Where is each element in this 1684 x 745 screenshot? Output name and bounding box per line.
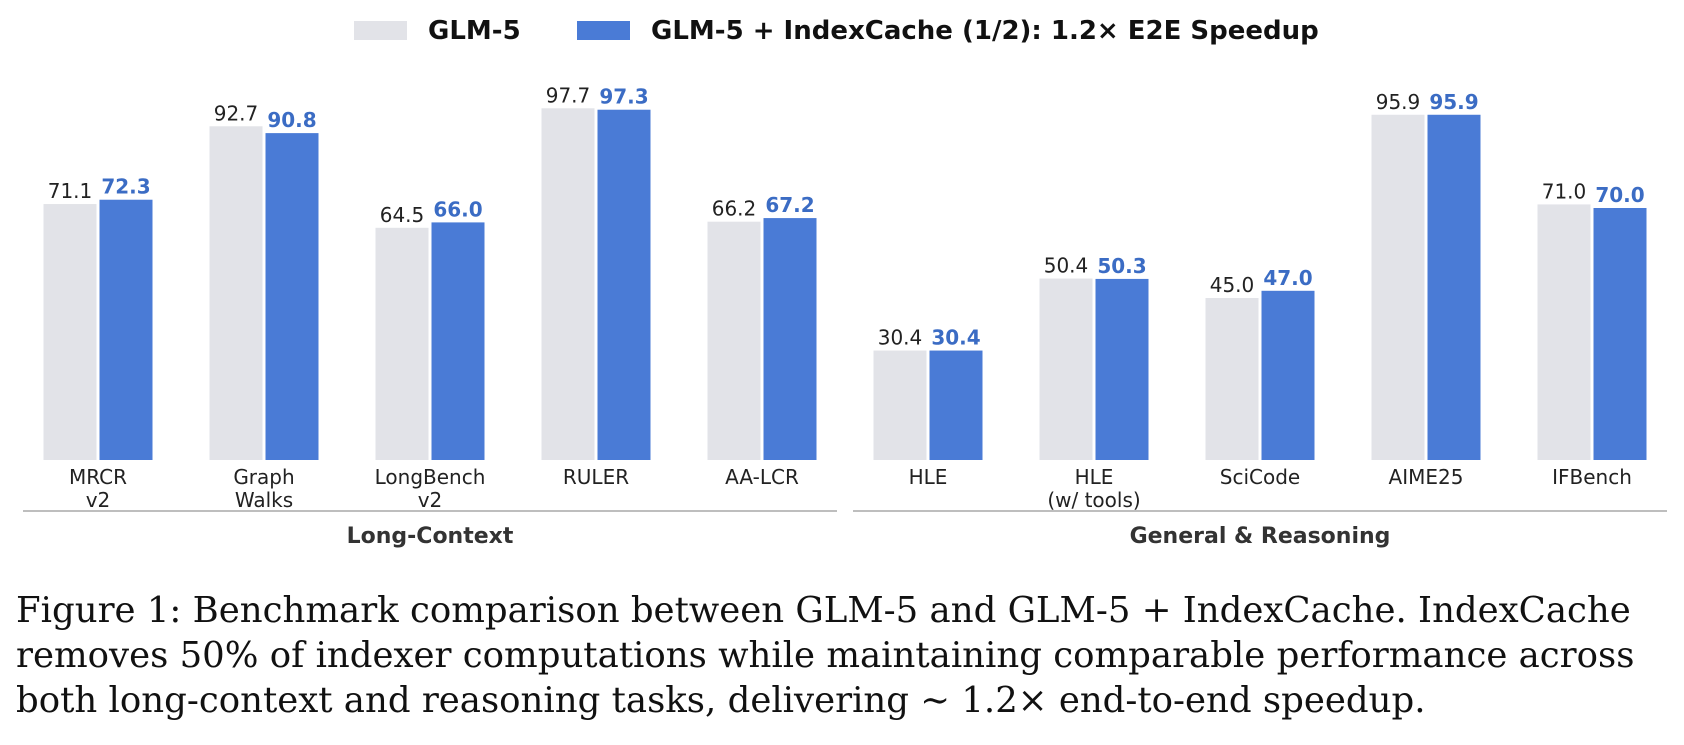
data-label-glm5: 71.0 [1542, 179, 1587, 203]
bar-glm5 [1039, 278, 1093, 460]
data-label-glm5: 95.9 [1376, 90, 1421, 114]
data-label-indexcache: 47.0 [1263, 266, 1312, 290]
x-tick-label: IFBench [1552, 465, 1632, 489]
figure-caption: Figure 1: Benchmark comparison between G… [16, 590, 1646, 721]
data-label-glm5: 71.1 [48, 179, 93, 203]
x-tick-label: SciCode [1220, 465, 1300, 489]
data-label-indexcache: 97.3 [599, 85, 648, 109]
bar-indexcache [1593, 208, 1647, 460]
group-label: General & Reasoning [1130, 524, 1391, 549]
bar-glm5 [43, 204, 97, 460]
data-label-glm5: 64.5 [380, 203, 425, 227]
legend-swatch-indexcache [577, 21, 630, 40]
bar-glm5 [1537, 204, 1591, 460]
data-label-indexcache: 72.3 [101, 175, 150, 199]
data-label-glm5: 45.0 [1210, 273, 1255, 297]
data-label-indexcache: 95.9 [1429, 90, 1478, 114]
x-tick-label: HLE [909, 465, 948, 489]
data-label-glm5: 92.7 [214, 101, 259, 125]
data-label-glm5: 30.4 [878, 326, 923, 350]
bar-glm5 [873, 350, 927, 460]
bar-indexcache [431, 222, 485, 460]
data-label-glm5: 50.4 [1044, 254, 1089, 278]
data-label-indexcache: 30.4 [931, 326, 980, 350]
bar-glm5 [1371, 114, 1425, 460]
bar-indexcache [99, 199, 153, 460]
legend-swatch-glm5 [354, 21, 407, 40]
bar-glm5 [375, 227, 429, 460]
bar-indexcache [763, 218, 817, 460]
bar-indexcache [929, 350, 983, 460]
bar-glm5 [1205, 298, 1259, 460]
x-tick-label: RULER [563, 465, 629, 489]
data-label-glm5: 97.7 [546, 83, 591, 107]
data-label-glm5: 66.2 [712, 197, 757, 221]
group-label: Long-Context [347, 524, 514, 549]
bar-indexcache [1095, 278, 1149, 460]
x-tick-label: AIME25 [1389, 465, 1464, 489]
x-tick-label: HLE (w/ tools) [1047, 465, 1140, 512]
data-label-indexcache: 70.0 [1595, 183, 1644, 207]
legend-label-indexcache: GLM-5 + IndexCache (1/2): 1.2× E2E Speed… [651, 16, 1319, 46]
bar-glm5 [209, 126, 263, 460]
bar-indexcache [597, 109, 651, 460]
x-tick-label: Graph Walks [233, 465, 294, 512]
bar-glm5 [707, 221, 761, 460]
data-label-indexcache: 90.8 [267, 108, 316, 132]
benchmark-bar-chart: GLM-5 GLM-5 + IndexCache (1/2): 1.2× E2E … [23, 16, 1667, 549]
bar-indexcache [1427, 114, 1481, 460]
data-label-indexcache: 67.2 [765, 193, 814, 217]
bar-glm5 [541, 108, 595, 460]
legend-label-glm5: GLM-5 [428, 16, 521, 46]
bar-indexcache [1261, 290, 1315, 460]
x-tick-label: LongBench v2 [375, 465, 486, 512]
data-label-indexcache: 50.3 [1097, 254, 1146, 278]
data-label-indexcache: 66.0 [433, 197, 482, 221]
x-tick-label: AA-LCR [725, 465, 799, 489]
x-tick-label: MRCR v2 [69, 465, 127, 512]
bar-indexcache [265, 133, 319, 460]
